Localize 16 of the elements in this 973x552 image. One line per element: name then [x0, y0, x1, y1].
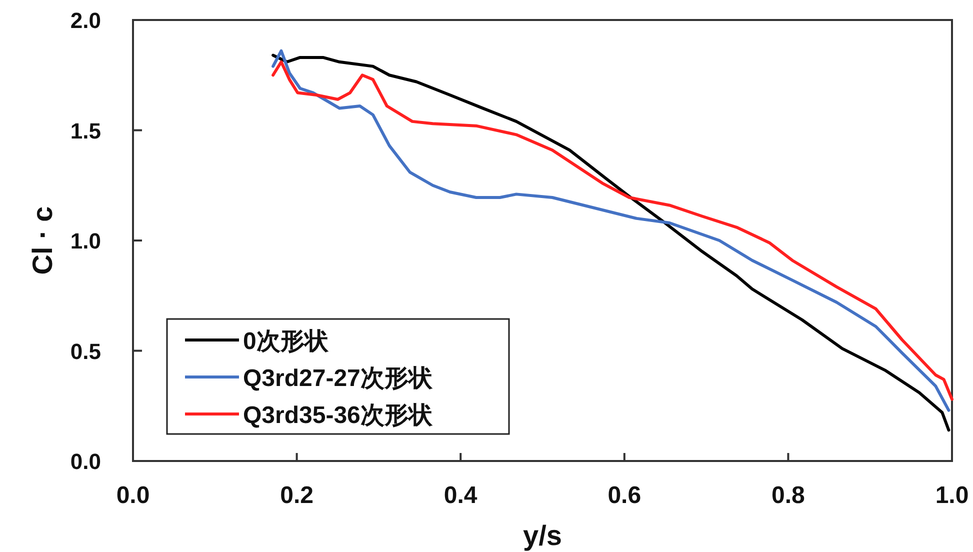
- legend-label: 0次形状: [243, 328, 330, 355]
- y-tick-label: 1.5: [70, 118, 101, 144]
- y-tick-label: 1.0: [70, 228, 101, 254]
- y-tick-label: 0.0: [70, 449, 101, 474]
- y-tick-label: 0.5: [70, 338, 101, 364]
- x-tick-label: 0.6: [608, 482, 642, 509]
- y-tick-label: 2.0: [70, 8, 101, 33]
- x-tick-label: 0.4: [444, 482, 478, 509]
- x-tick-label: 0.8: [772, 482, 805, 509]
- y-axis-title: Cl · c: [27, 206, 58, 275]
- x-tick-label: 1.0: [935, 482, 969, 509]
- legend-label: Q3rd35-36次形状: [243, 402, 434, 429]
- x-axis-title: y/s: [523, 520, 562, 551]
- legend-label: Q3rd27-27次形状: [243, 365, 434, 392]
- x-tick-label: 0.2: [280, 482, 314, 509]
- x-tick-label: 0.0: [116, 482, 150, 509]
